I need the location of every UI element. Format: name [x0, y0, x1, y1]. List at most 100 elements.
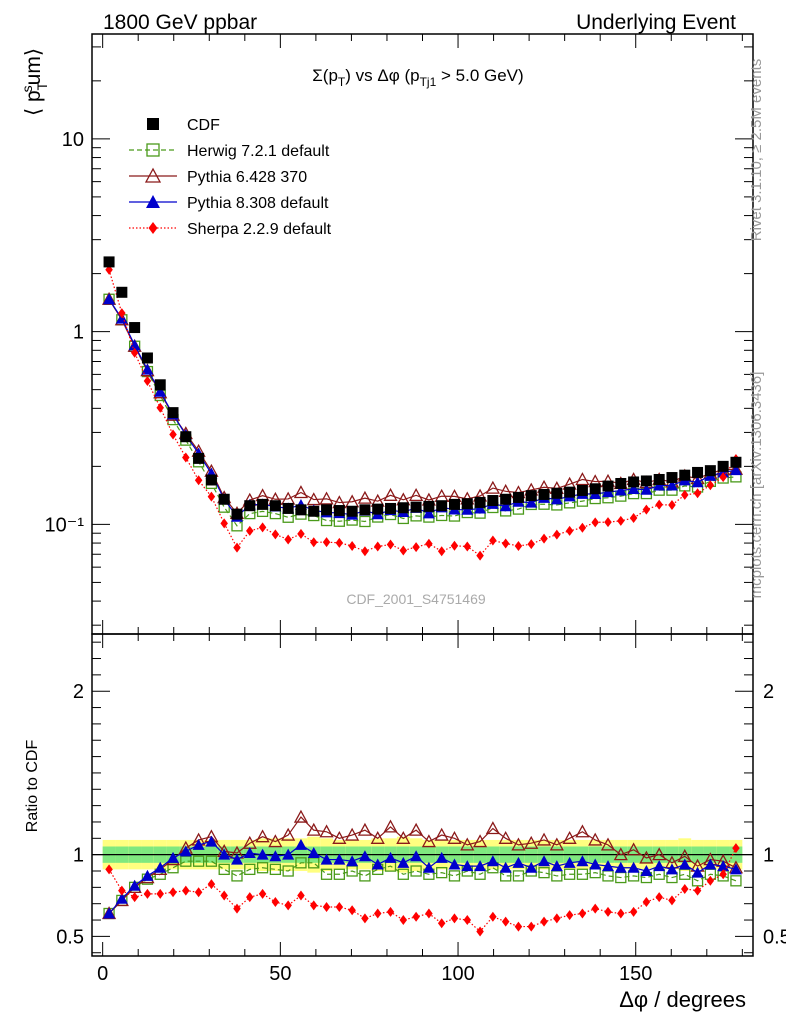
ratio-series-point — [450, 913, 459, 924]
ratio-series-point — [397, 856, 410, 868]
ratio-y-tick-label: 0.5 — [56, 926, 84, 948]
series-point — [361, 546, 369, 557]
data-point — [129, 322, 141, 334]
series-point — [233, 542, 241, 553]
series-line — [108, 298, 736, 527]
data-point — [154, 379, 166, 391]
ratio-series-point — [307, 847, 320, 859]
ratio-series-point — [704, 858, 717, 870]
ratio-series-point — [588, 832, 603, 846]
ratio-series-point — [640, 865, 653, 877]
data-point — [180, 431, 192, 443]
data-point — [653, 473, 665, 485]
series-point — [499, 500, 512, 512]
data-point — [167, 407, 179, 419]
data-point — [321, 504, 333, 516]
series-point — [373, 541, 382, 552]
series-point — [578, 522, 587, 533]
ratio-series-point — [332, 830, 347, 844]
data-point — [205, 474, 217, 486]
data-point — [436, 500, 448, 512]
series-point — [386, 539, 395, 550]
ratio-series-point — [205, 855, 218, 867]
data-point — [538, 488, 550, 500]
ratio-series-point — [231, 870, 243, 882]
ratio-series-point — [335, 901, 344, 912]
series-point — [412, 542, 420, 553]
series-point — [154, 385, 167, 397]
ratio-series-point — [678, 858, 691, 870]
ratio-series-pythia-8-308-default — [103, 835, 742, 919]
ratio-series-herwig-7-2-1-default — [103, 855, 742, 920]
data-point — [628, 476, 640, 488]
ratio-series-point — [258, 888, 267, 899]
series-point — [668, 500, 676, 511]
ratio-series-point — [358, 850, 371, 862]
ratio-series-point — [550, 860, 563, 872]
ratio-series-point — [563, 856, 576, 868]
ratio-series-point — [268, 834, 283, 848]
data-point — [372, 503, 384, 515]
legend: CDF Herwig 7.2.1 default Pythia 6.428 370 P… — [129, 117, 332, 238]
chart-title: Σ(pT) vs Δφ (pTj1 > 5.0 GeV) — [312, 66, 523, 89]
ratio-series-point — [527, 921, 535, 932]
ratio-series-point — [269, 863, 282, 876]
data-point — [487, 495, 499, 507]
legend-marker — [146, 143, 160, 157]
ratio-series-point — [218, 863, 230, 876]
series-point — [681, 489, 689, 500]
series-point — [258, 522, 267, 533]
svg-text:Ratio to CDF: Ratio to CDF — [24, 740, 41, 833]
analysis-watermark: CDF_2001_S4751469 — [346, 591, 486, 607]
series-point — [553, 529, 561, 540]
ratio-series-point — [156, 888, 164, 899]
legend-marker — [147, 118, 159, 130]
ratio-series-point — [167, 851, 180, 863]
series-point — [655, 499, 663, 510]
series-point — [383, 487, 398, 501]
header-left: 1800 GeV ppbar — [103, 11, 257, 34]
data-point — [218, 493, 230, 505]
ratio-series-point — [435, 851, 448, 863]
ratio-series-point — [143, 888, 152, 899]
series-point — [614, 484, 627, 496]
ratio-series-point — [706, 875, 715, 886]
series-point — [335, 537, 344, 548]
ratio-series-point — [575, 824, 590, 838]
ratio-series-point — [182, 885, 190, 896]
data-point — [346, 505, 358, 517]
series-point — [359, 515, 371, 528]
ratio-series-point — [602, 860, 615, 872]
ratio-series-point — [425, 908, 433, 919]
ratio-series-point — [489, 911, 497, 922]
series-point — [425, 538, 433, 549]
ratio-series-point — [233, 903, 241, 914]
ratio-series-point — [476, 926, 484, 937]
ratio-series-point — [498, 830, 513, 844]
ratio-series-point — [386, 906, 395, 917]
ratio-series-point — [322, 901, 331, 912]
ratio-series-point — [576, 868, 589, 880]
ratio-series-point — [652, 847, 667, 861]
ratio-series-point — [194, 887, 203, 898]
data-point — [564, 486, 576, 498]
series-sherpa-2-2-9-default — [105, 264, 740, 561]
ratio-series-point — [485, 821, 500, 835]
series-point — [629, 513, 638, 524]
ratio-series-point — [422, 861, 435, 873]
ratio-series-point — [729, 863, 742, 875]
data-point — [116, 286, 128, 298]
ratio-series-point — [383, 819, 398, 833]
series-point — [691, 476, 704, 488]
legend-label: Herwig 7.2.1 default — [187, 143, 330, 160]
series-point — [501, 538, 510, 549]
data-point — [103, 256, 115, 268]
series-point — [357, 490, 373, 504]
series-point — [642, 504, 651, 515]
data-point — [679, 469, 691, 481]
series-point — [489, 535, 497, 546]
ratio-series-sherpa-2-2-9-default — [105, 843, 740, 937]
ratio-series-point — [540, 916, 548, 927]
ratio-series-point — [668, 895, 676, 906]
ratio-series-point — [370, 830, 385, 844]
